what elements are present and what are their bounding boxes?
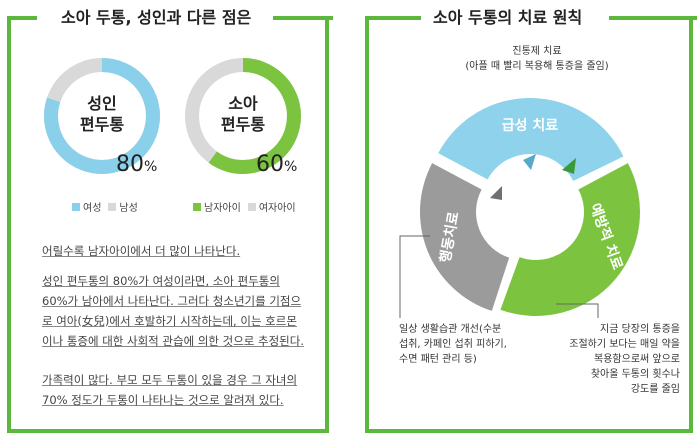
donut1-percent: 80% <box>116 152 157 177</box>
left-panel-title: 소아 두통, 성인과 다른 점은 <box>53 4 260 28</box>
donut1-percent-unit: % <box>144 159 158 175</box>
paragraph-2: 성인 편두통의 80%가 여성이라면, 소아 편두통의 60%가 남아에서 나타… <box>42 271 304 351</box>
swatch-male <box>108 202 117 211</box>
prevent-note-line: 복용함으로써 앞으로 <box>594 354 680 365</box>
prevent-segment <box>500 163 640 316</box>
donut2-percent: 60% <box>256 152 297 177</box>
arrow-tip-blue <box>523 154 536 170</box>
prevent-note-line: 조절하기 보다는 매일 약을 <box>569 339 680 350</box>
legend-boy-label: 남자아이 <box>204 203 241 214</box>
leader-lines <box>399 235 599 318</box>
child-migraine-donut <box>185 58 301 174</box>
paragraph-3-line: 가족력이 많다. 부모 모두 두통이 있을 경우 그 자녀의 <box>42 373 298 387</box>
prevent-note: 지금 당장의 통증을 조절하기 보다는 매일 약을 복용함으로써 앞으로 찾아올… <box>540 322 680 397</box>
paragraph-2-line: 성인 편두통의 80%가 여성이라면, 소아 편두통의 <box>42 274 280 288</box>
prevent-note-line: 찾아올 두통의 횟수나 <box>590 369 680 380</box>
arrow-tip-gray <box>490 186 502 200</box>
swatch-boy <box>193 202 201 211</box>
right-leader-line <box>556 303 599 318</box>
donut1-line2: 편두통 <box>79 115 125 134</box>
acute-note: 진통제 치료 (아플 때 빨리 복용해 통증을 줄임) <box>462 44 612 74</box>
treatment-ring-diagram: 급성 치료 행동치료 예방적 치료 <box>420 97 640 316</box>
left-panel: 소아 두통, 성인과 다른 점은 <box>7 4 333 433</box>
paragraph-3: 가족력이 많다. 부모 모두 두통이 있을 경우 그 자녀의 70% 정도가 두… <box>42 370 304 410</box>
donut1-label: 성인 편두통 <box>72 93 132 135</box>
donut1-value-arc <box>44 58 160 174</box>
paragraph-1-text: 어릴수록 남자아이에서 더 많이 나타난다. <box>42 244 241 258</box>
donut2-line1: 소아 <box>228 94 258 113</box>
behavior-segment <box>420 163 510 311</box>
donut2-percent-value: 60 <box>256 152 284 177</box>
acute-note-line: (아플 때 빨리 복용해 통증을 줄임) <box>465 61 609 72</box>
donut2-line2: 편두통 <box>220 115 266 134</box>
swatch-girl <box>247 202 256 211</box>
adult-migraine-donut <box>44 58 160 174</box>
arrow-tip-green <box>562 158 576 174</box>
paragraph-2-line: 60%가 남아에서 나타난다. 그러다 청소년기를 기점으 <box>42 294 302 308</box>
donut2-percent-unit: % <box>284 159 298 175</box>
paragraph-2-line: 로 여아(女兒)에서 호발하기 시작하는데, 이는 호르몬 <box>42 314 297 328</box>
behavior-note-line: 섭취, 카페인 섭취 피하기, <box>399 339 507 350</box>
paragraph-2-line: 이나 통증에 대한 사회적 관습에 의한 것으로 추정된다. <box>42 334 305 348</box>
legend-adult: 여성 남성 <box>72 199 138 214</box>
behavior-note: 일상 생활습관 개선(수분 섭취, 카페인 섭취 피하기, 수면 패턴 관리 등… <box>399 322 529 367</box>
donut1-line1: 성인 <box>87 94 117 113</box>
legend-female-label: 여성 <box>83 203 102 214</box>
legend-child: 남자아이 여자아이 <box>193 199 296 214</box>
prevent-note-line: 지금 당장의 통증을 <box>600 324 680 335</box>
donut2-value-arc <box>185 58 301 174</box>
right-panel-title: 소아 두통의 치료 원칙 <box>425 4 591 28</box>
swatch-female <box>72 202 80 211</box>
behavior-note-line: 일상 생활습관 개선(수분 <box>399 324 502 335</box>
behavior-note-line: 수면 패턴 관리 등) <box>399 354 477 365</box>
donut2-label: 소아 편두통 <box>213 93 273 135</box>
acute-segment <box>438 97 624 181</box>
right-panel: 소아 두통의 치료 원칙 <box>365 4 697 433</box>
acute-note-line: 진통제 치료 <box>512 46 562 57</box>
paragraph-3-line: 70% 정도가 두통이 나타나는 것으로 알려져 있다. <box>42 393 284 407</box>
legend-girl-label: 여자아이 <box>258 203 296 214</box>
paragraph-1: 어릴수록 남자아이에서 더 많이 나타난다. <box>42 241 304 261</box>
prevent-note-line: 강도를 줄임 <box>630 384 680 395</box>
left-leader-line <box>399 235 430 318</box>
donut1-percent-value: 80 <box>116 152 144 177</box>
acute-label: 급성 치료 <box>502 118 559 134</box>
legend-male-label: 남성 <box>119 203 138 214</box>
